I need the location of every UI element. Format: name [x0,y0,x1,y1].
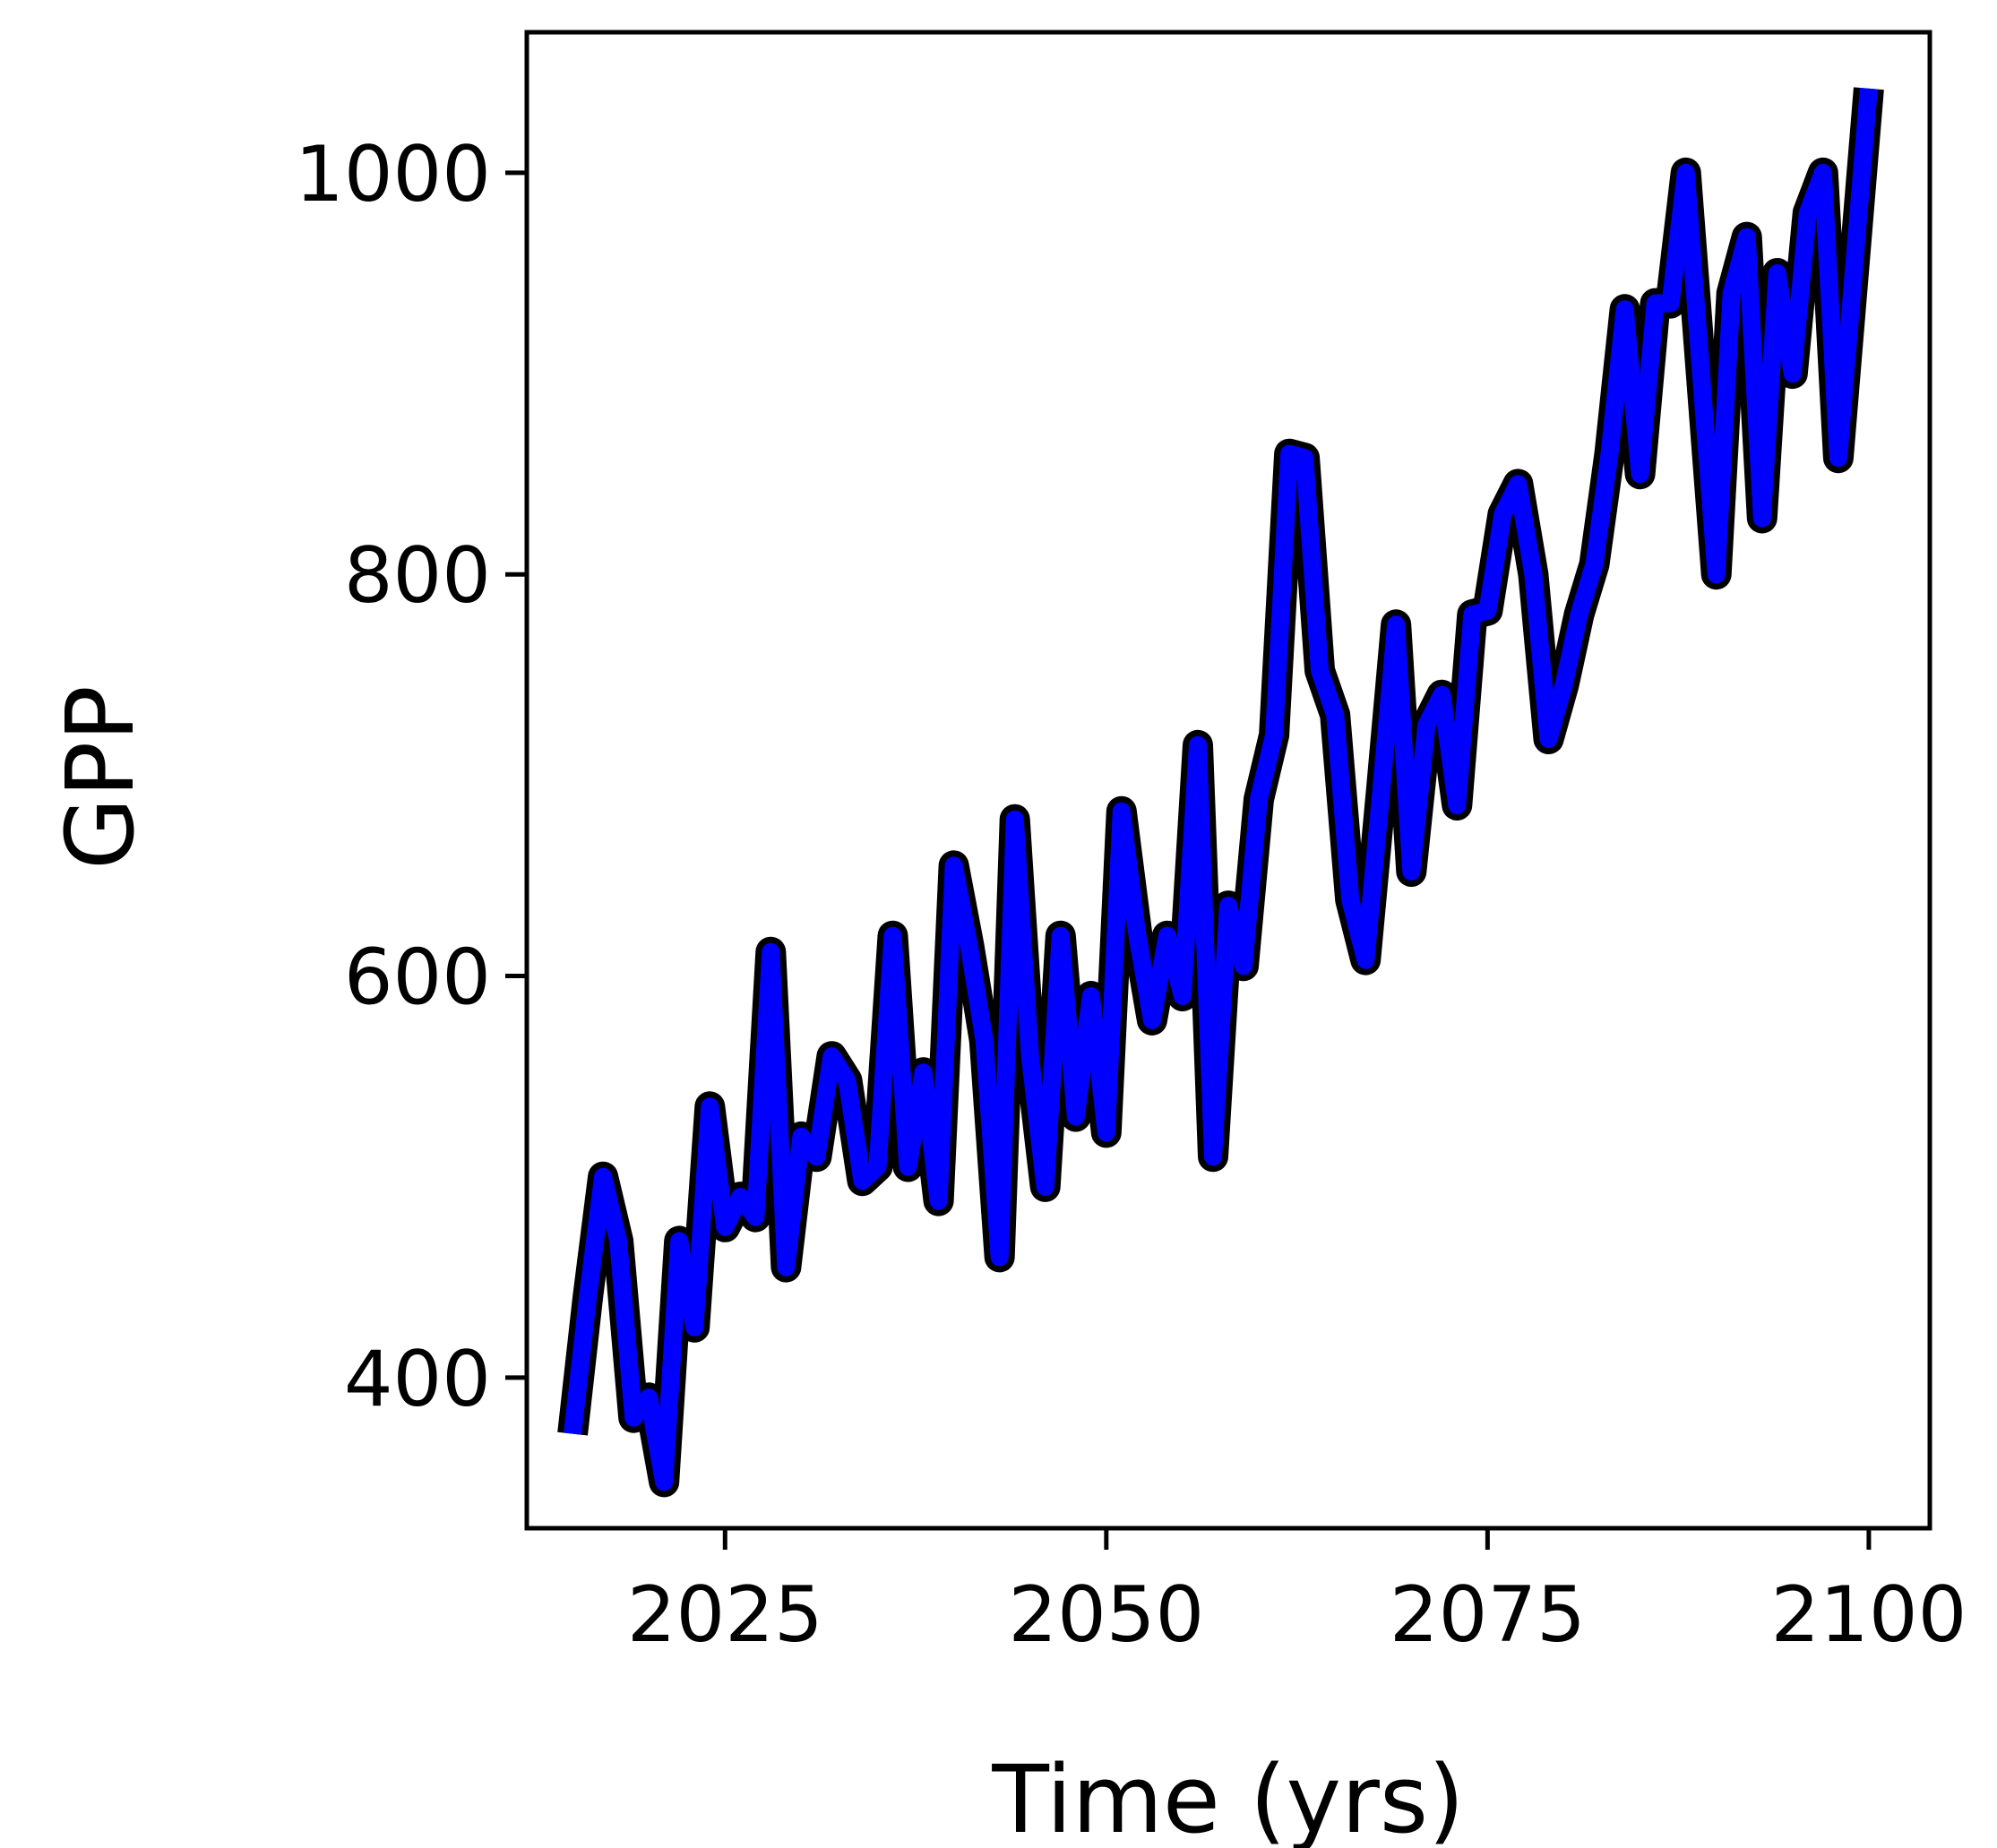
y-tick-label-1000: 1000 [295,130,491,219]
y-tick-label-400: 400 [344,1335,491,1424]
x-axis: 2025 2050 2075 2100 [627,1528,1967,1660]
plot-area [557,87,1884,1498]
x-tick-label-2100: 2100 [1770,1570,1967,1660]
x-tick-label-2025: 2025 [627,1570,823,1660]
x-axis-label: Time (yrs) [991,1745,1464,1848]
y-axis: 400 600 800 1000 [295,130,527,1424]
x-tick-label-2050: 2050 [1008,1570,1204,1660]
y-tick-label-800: 800 [344,531,491,621]
y-axis-label: GPP [46,685,155,870]
y-tick-label-600: 600 [344,933,491,1023]
plot-frame [524,30,1932,1531]
series-0-line [564,87,1878,1491]
x-tick-label-2075: 2075 [1390,1570,1586,1660]
